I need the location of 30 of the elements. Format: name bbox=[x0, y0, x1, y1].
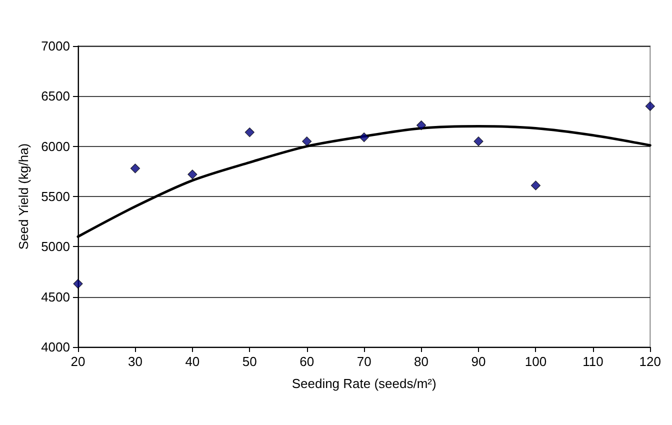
y-tick-label: 6000 bbox=[41, 138, 70, 154]
y-tick-label: 4500 bbox=[41, 289, 70, 304]
x-axis-title: Seeding Rate (seeds/m²) bbox=[292, 376, 436, 391]
x-tick-label: 20 bbox=[70, 354, 86, 369]
y-tick-label: 7000 bbox=[41, 38, 70, 54]
y-tick-label: 6500 bbox=[41, 88, 70, 104]
x-tick-label: 50 bbox=[242, 354, 257, 369]
x-tick-label: 120 bbox=[639, 354, 662, 369]
point bbox=[130, 164, 140, 174]
point bbox=[645, 101, 655, 111]
y-tick-label: 4000 bbox=[41, 340, 70, 354]
x-tick-label: 40 bbox=[185, 354, 200, 369]
x-tick-label: 110 bbox=[582, 354, 604, 369]
x-tick-label: 70 bbox=[356, 354, 372, 369]
x-tick-label: 60 bbox=[300, 354, 314, 369]
point bbox=[73, 278, 83, 289]
point bbox=[359, 132, 369, 142]
point bbox=[416, 120, 426, 130]
x-tick-label: 80 bbox=[414, 354, 429, 369]
y-tick-label: 5000 bbox=[41, 239, 70, 254]
point bbox=[530, 180, 541, 190]
point bbox=[244, 127, 254, 138]
point bbox=[302, 136, 312, 146]
x-tick-label: 100 bbox=[524, 354, 547, 369]
y-tick-label: 5500 bbox=[41, 189, 70, 204]
y-axis-title: Seed Yield (kg/ha) bbox=[16, 143, 31, 250]
point bbox=[188, 170, 198, 180]
point bbox=[474, 136, 484, 146]
x-tick-label: 30 bbox=[128, 354, 142, 369]
x-tick-label: 90 bbox=[471, 354, 486, 369]
